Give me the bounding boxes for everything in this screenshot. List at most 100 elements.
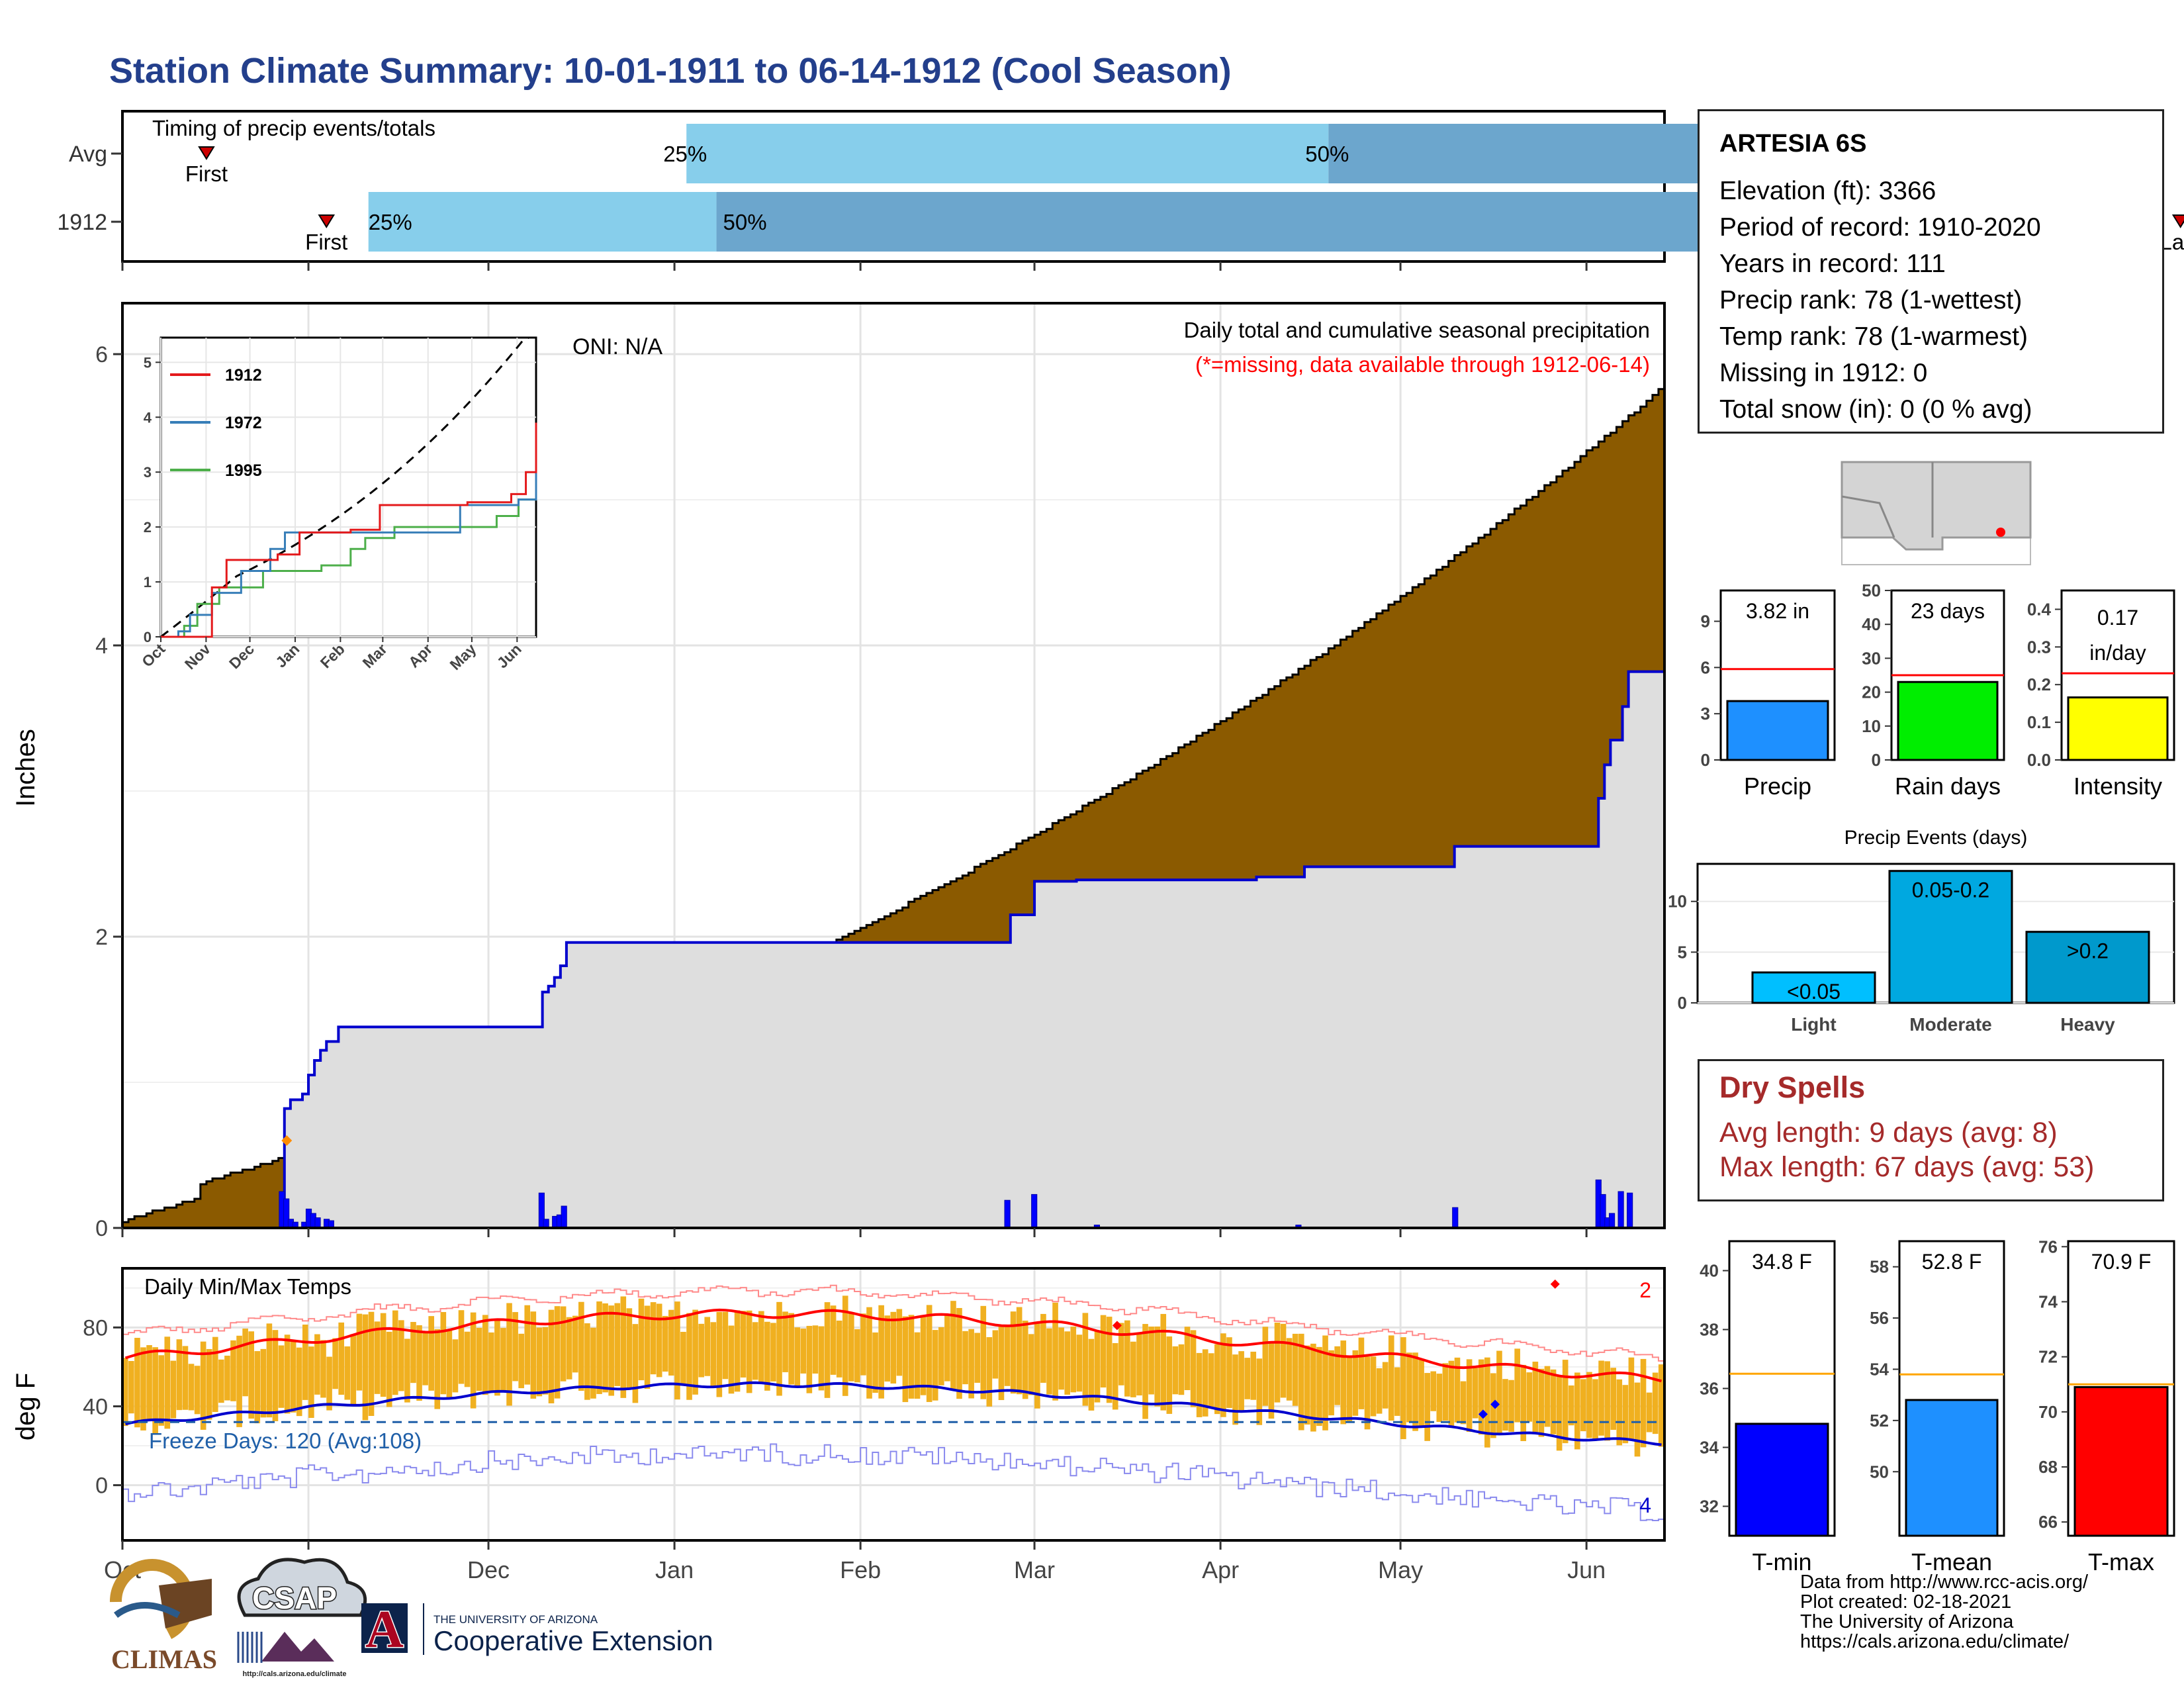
station-snow: Total snow (in): 0 (0 % avg) [1719, 395, 2032, 424]
daily-temp-bar [1040, 1313, 1046, 1383]
daily-temp-bar [1190, 1330, 1197, 1407]
daily-temp-bar [728, 1325, 735, 1394]
bar-value-label: 0.17 [2097, 606, 2138, 630]
daily-temp-bar [530, 1311, 537, 1399]
bar-ytick-label: 70 [2038, 1402, 2058, 1422]
daily-temp-bar [248, 1331, 255, 1419]
daily-temp-bar [944, 1315, 950, 1382]
temp-stat-t-min: 32 34 36 38 40 34.8 F T-min [1700, 1240, 1836, 1575]
daily-temp-bar [1496, 1350, 1502, 1435]
daily-temp-bar [734, 1310, 741, 1392]
daily-temp-bar [812, 1325, 819, 1374]
daily-temp-bar [368, 1311, 375, 1416]
event-bar-label: 0.05-0.2 [1912, 878, 1989, 902]
daily-temp-bar [932, 1330, 938, 1401]
daily-temp-bar [488, 1332, 494, 1391]
station-map [1841, 461, 2032, 565]
temp-bars [122, 1295, 1664, 1457]
daily-temp-bar [1454, 1357, 1461, 1423]
temp-ytick-label: 40 [83, 1394, 108, 1419]
daily-temp-bar [362, 1314, 369, 1421]
credit-line: Data from http://www.rcc-acis.org/ [1800, 1571, 2089, 1593]
timing-row-label: Avg [69, 142, 107, 167]
temp-record-marker [1550, 1279, 1560, 1289]
daily-temp-bar [1646, 1392, 1653, 1432]
credits: Data from http://www.rcc-acis.org/ Plot … [1800, 1572, 2088, 1652]
station-missing: Missing in 1912: 0 [1719, 359, 1928, 387]
daily-temp-bar [992, 1330, 999, 1379]
daily-temp-bar [1406, 1352, 1412, 1423]
daily-temp-bar [1418, 1358, 1424, 1427]
event-bar [2025, 931, 2150, 1004]
daily-temp-bar [1136, 1333, 1142, 1396]
daily-temp-bar [212, 1336, 218, 1413]
daily-precip-bar [1004, 1199, 1011, 1229]
daily-temp-bar [446, 1329, 453, 1399]
daily-temp-bar [710, 1322, 717, 1386]
daily-temp-bar [1544, 1366, 1551, 1427]
station-name: ARTESIA 6S [1719, 130, 1867, 158]
month-label: Mar [1014, 1556, 1055, 1583]
bar-ytick-label: 0.0 [2027, 750, 2051, 770]
daily-temp-bar [746, 1310, 752, 1393]
event-bar-label: <0.05 [1787, 980, 1841, 1004]
daily-temp-bar [632, 1324, 639, 1403]
daily-temp-bar [1592, 1379, 1598, 1440]
daily-temp-bar [542, 1327, 549, 1395]
temp-panel-label: Daily Min/Max Temps [144, 1274, 351, 1299]
timing-last-marker [2171, 214, 2184, 228]
bar-ytick-label: 9 [1701, 612, 1710, 632]
daily-temp-bar [314, 1334, 320, 1395]
ua-block-a-icon [361, 1603, 408, 1653]
bar-ytick-label: 50 [1870, 1462, 1889, 1481]
daily-temp-bar [776, 1301, 782, 1396]
daily-temp-bar [1538, 1368, 1545, 1437]
daily-temp-bar [398, 1320, 404, 1391]
bar-ytick-label: 68 [2038, 1457, 2058, 1477]
daily-temp-bar [1244, 1358, 1250, 1399]
bar-ytick-label: 72 [2038, 1347, 2058, 1367]
daily-temp-bar [596, 1301, 602, 1394]
daily-temp-bar [1580, 1379, 1586, 1432]
daily-temp-bar [1400, 1337, 1406, 1440]
daily-temp-bar [614, 1303, 621, 1386]
timing-first-marker [198, 146, 215, 160]
daily-temp-bar [236, 1335, 242, 1427]
daily-temp-bar [1184, 1327, 1191, 1391]
event-category-label: Light [1791, 1014, 1836, 1035]
daily-temp-bar [1508, 1380, 1514, 1432]
daily-temp-bar [806, 1325, 813, 1393]
daily-temp-bar [578, 1301, 584, 1391]
daily-temp-bar [782, 1311, 788, 1372]
daily-temp-bar [1292, 1333, 1298, 1406]
daily-temp-bar [752, 1322, 758, 1380]
daily-temp-bar [302, 1324, 308, 1400]
daily-temp-bar [1022, 1321, 1028, 1399]
daily-temp-bar [1274, 1323, 1281, 1403]
daily-temp-bar [974, 1333, 981, 1383]
dry-spells-title: Dry Spells [1719, 1070, 1866, 1104]
bar-ytick-label: 20 [1862, 682, 1881, 702]
daily-temp-bar [950, 1301, 956, 1390]
inset-series-line [161, 472, 537, 638]
bar-value [1905, 1399, 1999, 1537]
daily-precip-bar [1452, 1207, 1459, 1229]
daily-temp-bar [350, 1334, 357, 1406]
station-period: Period of record: 1910-2020 [1719, 213, 2041, 242]
daily-temp-bar [458, 1310, 465, 1384]
daily-temp-bar [590, 1327, 596, 1399]
daily-temp-bar [440, 1312, 447, 1395]
daily-temp-bar [260, 1348, 267, 1418]
daily-temp-bar [344, 1346, 351, 1400]
daily-temp-bar [1100, 1315, 1107, 1388]
daily-temp-bar [1034, 1321, 1040, 1409]
daily-temp-bar [698, 1323, 704, 1378]
daily-temp-bar [1568, 1385, 1574, 1426]
daily-temp-bar [1532, 1362, 1539, 1432]
bar-value-label: 3.82 in [1746, 599, 1809, 623]
ua-letter-a: A [365, 1601, 404, 1659]
daily-temp-bar [470, 1312, 477, 1409]
daily-temp-bar [1004, 1327, 1011, 1386]
